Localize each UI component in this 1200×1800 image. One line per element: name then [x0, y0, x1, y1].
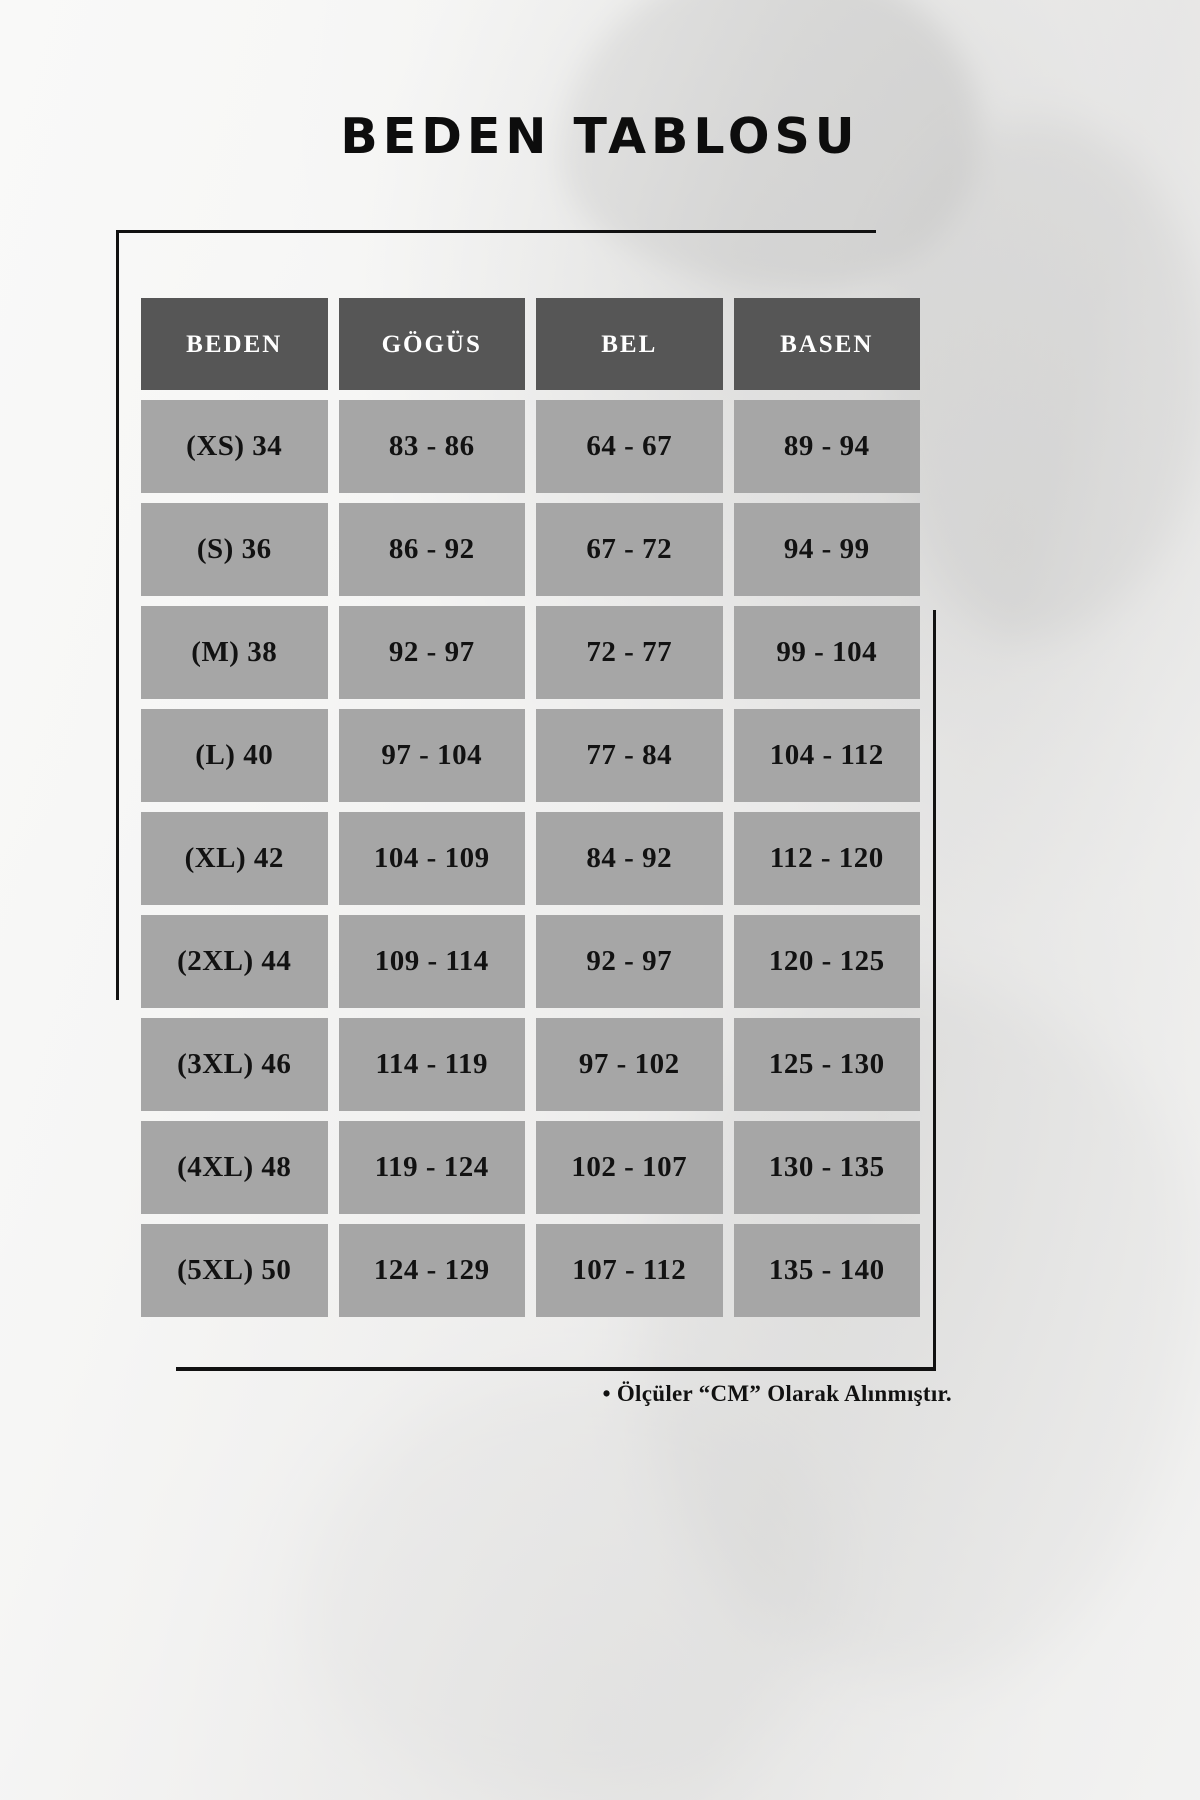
cell-bel: 102 - 107 [536, 1121, 723, 1214]
cell-basen: 120 - 125 [733, 915, 920, 1008]
table-row: (M) 38 92 - 97 72 - 77 99 - 104 [141, 606, 920, 699]
cell-gogus: 119 - 124 [338, 1121, 525, 1214]
column-header-bel: BEL [536, 298, 723, 390]
cell-gogus: 104 - 109 [338, 812, 525, 905]
table-row: (5XL) 50 124 - 129 107 - 112 135 - 140 [141, 1224, 920, 1317]
cell-beden: (S) 36 [141, 503, 328, 596]
cell-gogus: 114 - 119 [338, 1018, 525, 1111]
cell-basen: 89 - 94 [733, 400, 920, 493]
page-title: BEDEN TABLOSU [340, 108, 860, 165]
table-row: (2XL) 44 109 - 114 92 - 97 120 - 125 [141, 915, 920, 1008]
cell-beden: (4XL) 48 [141, 1121, 328, 1214]
cell-gogus: 86 - 92 [338, 503, 525, 596]
cell-gogus: 97 - 104 [338, 709, 525, 802]
cell-beden: (3XL) 46 [141, 1018, 328, 1111]
cell-bel: 92 - 97 [536, 915, 723, 1008]
table-row: (XS) 34 83 - 86 64 - 67 89 - 94 [141, 400, 920, 493]
cell-beden: (2XL) 44 [141, 915, 328, 1008]
cell-bel: 77 - 84 [536, 709, 723, 802]
cell-beden: (M) 38 [141, 606, 328, 699]
footer-divider [176, 1368, 936, 1371]
cell-basen: 104 - 112 [733, 709, 920, 802]
table-header-row: BEDEN GÖGÜS BEL BASEN [141, 298, 920, 390]
cell-basen: 125 - 130 [733, 1018, 920, 1111]
cell-beden: (XL) 42 [141, 812, 328, 905]
cell-gogus: 92 - 97 [338, 606, 525, 699]
column-header-basen: BASEN [733, 298, 920, 390]
cell-gogus: 124 - 129 [338, 1224, 525, 1317]
cell-beden: (5XL) 50 [141, 1224, 328, 1317]
decorative-bracket-top-left [116, 230, 876, 1000]
cell-basen: 135 - 140 [733, 1224, 920, 1317]
cell-gogus: 109 - 114 [338, 915, 525, 1008]
cell-bel: 107 - 112 [536, 1224, 723, 1317]
table-row: (XL) 42 104 - 109 84 - 92 112 - 120 [141, 812, 920, 905]
cell-basen: 94 - 99 [733, 503, 920, 596]
column-header-gogus: GÖGÜS [338, 298, 525, 390]
table-row: (4XL) 48 119 - 124 102 - 107 130 - 135 [141, 1121, 920, 1214]
cell-bel: 97 - 102 [536, 1018, 723, 1111]
cell-bel: 72 - 77 [536, 606, 723, 699]
table-row: (S) 36 86 - 92 67 - 72 94 - 99 [141, 503, 920, 596]
cell-basen: 99 - 104 [733, 606, 920, 699]
cell-bel: 67 - 72 [536, 503, 723, 596]
table-row: (3XL) 46 114 - 119 97 - 102 125 - 130 [141, 1018, 920, 1111]
table-row: (L) 40 97 - 104 77 - 84 104 - 112 [141, 709, 920, 802]
cell-bel: 84 - 92 [536, 812, 723, 905]
cell-beden: (L) 40 [141, 709, 328, 802]
cell-basen: 112 - 120 [733, 812, 920, 905]
size-table: BEDEN GÖGÜS BEL BASEN (XS) 34 83 - 86 64… [141, 298, 920, 1327]
cell-bel: 64 - 67 [536, 400, 723, 493]
footnote-text: • Ölçüler “CM” Olarak Alınmıştır. [602, 1381, 952, 1406]
column-header-beden: BEDEN [141, 298, 328, 390]
cell-basen: 130 - 135 [733, 1121, 920, 1214]
cell-beden: (XS) 34 [141, 400, 328, 493]
cell-gogus: 83 - 86 [338, 400, 525, 493]
